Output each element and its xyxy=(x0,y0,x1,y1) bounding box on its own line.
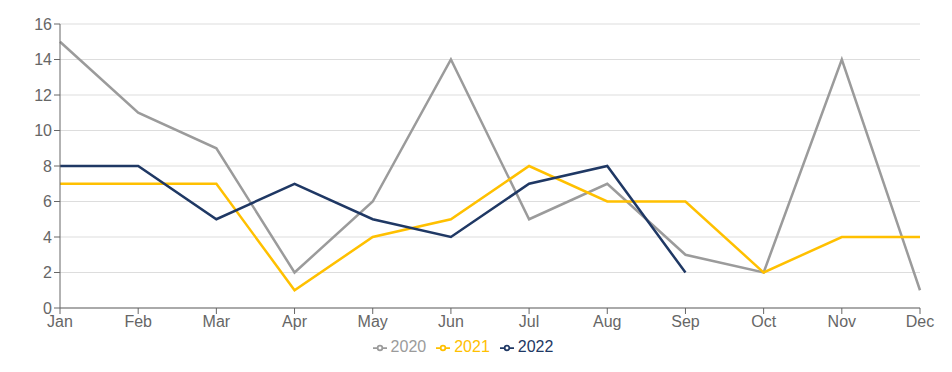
svg-text:Jul: Jul xyxy=(519,313,539,330)
svg-text:2: 2 xyxy=(43,264,52,281)
svg-text:16: 16 xyxy=(34,16,52,33)
svg-text:Sep: Sep xyxy=(671,313,700,330)
svg-text:Mar: Mar xyxy=(203,313,231,330)
svg-text:Nov: Nov xyxy=(828,313,856,330)
svg-text:Oct: Oct xyxy=(751,313,776,330)
html-text:2021: 2021 xyxy=(454,338,490,355)
svg-text:14: 14 xyxy=(34,51,52,68)
svg-text:12: 12 xyxy=(34,87,52,104)
svg-text:0: 0 xyxy=(43,300,52,317)
svg-text:Jan: Jan xyxy=(47,313,73,331)
svg-text:Apr: Apr xyxy=(282,313,308,330)
svg-text:Feb: Feb xyxy=(124,313,152,330)
svg-text:Aug: Aug xyxy=(593,313,621,330)
svg-text:8: 8 xyxy=(43,158,52,175)
svg-text:10: 10 xyxy=(34,122,52,139)
html-text:2022: 2022 xyxy=(517,338,554,355)
html-text:2020: 2020 xyxy=(390,338,427,355)
svg-text:Jun: Jun xyxy=(438,313,464,330)
svg-text:Dec: Dec xyxy=(906,313,934,330)
svg-text:4: 4 xyxy=(43,229,52,246)
svg-text:6: 6 xyxy=(43,193,52,210)
svg-text:May: May xyxy=(358,313,388,330)
